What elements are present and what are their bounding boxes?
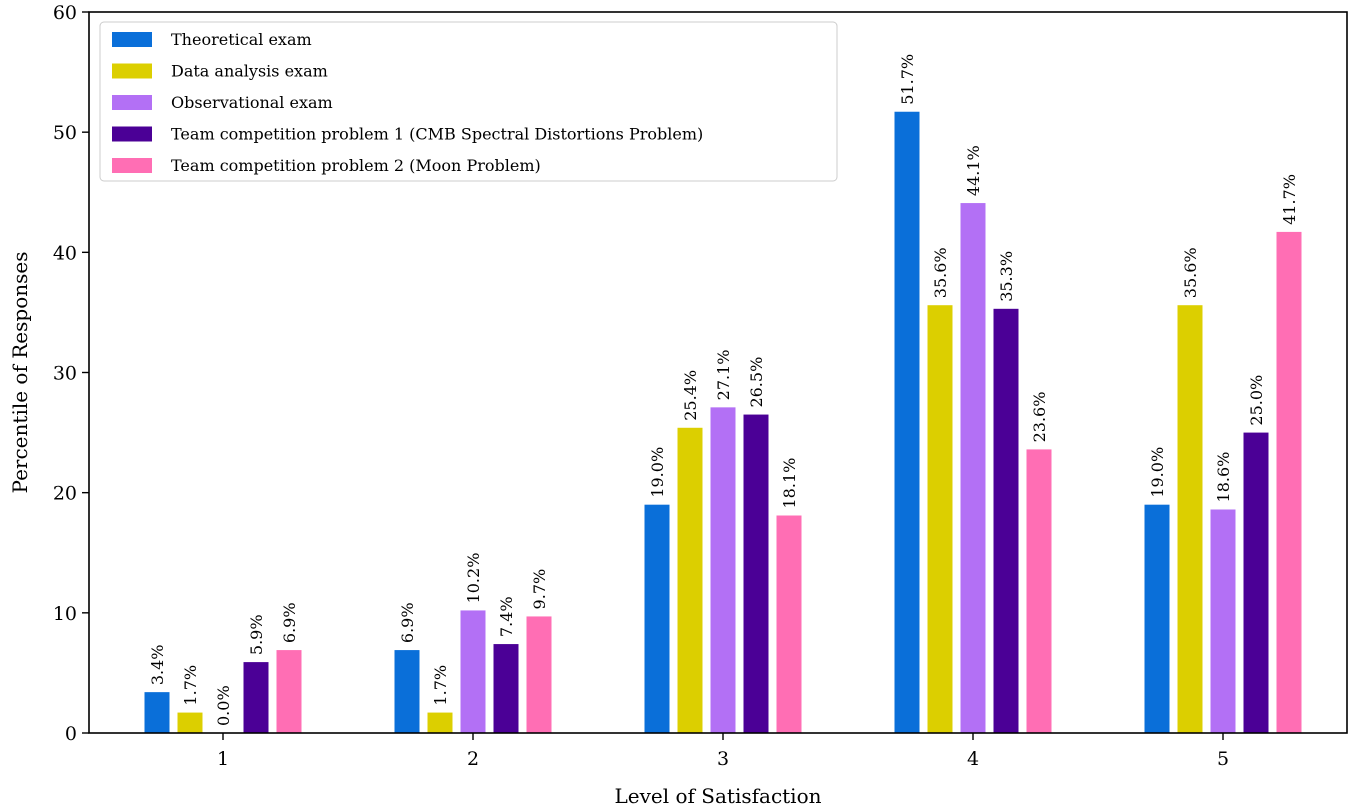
bar (710, 407, 736, 733)
bar (1243, 432, 1269, 733)
legend-label: Data analysis exam (171, 62, 328, 81)
bar-value-label: 35.6% (931, 247, 950, 298)
bar-value-label: 35.6% (1181, 247, 1200, 298)
bar-value-label: 18.6% (1214, 452, 1233, 503)
x-tick-label: 4 (967, 748, 979, 770)
bar-value-label: 44.1% (964, 145, 983, 196)
bar-value-label: 1.7% (181, 665, 200, 706)
bar (177, 712, 203, 733)
bar-value-label: 27.1% (714, 350, 733, 401)
bar (493, 644, 519, 733)
bar (427, 712, 453, 733)
bar-value-label: 3.4% (148, 644, 167, 685)
x-axis-label: Level of Satisfaction (614, 784, 821, 808)
y-tick-label: 30 (53, 363, 77, 385)
bar (644, 504, 670, 733)
bars-layer (144, 111, 1302, 733)
bar-value-label: 19.0% (648, 447, 667, 498)
bar (1026, 449, 1052, 733)
bar-value-label: 19.0% (1148, 447, 1167, 498)
bar (743, 414, 769, 733)
bar (526, 616, 552, 733)
bar (394, 650, 420, 733)
bar-value-label: 6.9% (280, 602, 299, 643)
bar-value-label: 51.7% (898, 54, 917, 105)
bar-value-label: 1.7% (431, 665, 450, 706)
bar (276, 650, 302, 733)
y-tick-label: 20 (53, 483, 77, 505)
legend-swatch (112, 126, 152, 142)
legend-label: Observational exam (171, 93, 333, 112)
bar (1276, 231, 1302, 733)
bar (960, 203, 986, 733)
legend-box (99, 21, 838, 182)
legend-label: Team competition problem 1 (CMB Spectral… (171, 125, 703, 144)
y-tick-label: 50 (53, 122, 77, 144)
bar (1210, 509, 1236, 733)
x-tick-label: 2 (467, 748, 479, 770)
legend-label: Team competition problem 2 (Moon Problem… (171, 156, 541, 175)
bar (243, 662, 269, 733)
bar-value-label: 0.0% (214, 685, 233, 726)
legend-swatch (112, 63, 152, 79)
legend-swatch (112, 95, 152, 110)
bar (1144, 504, 1170, 733)
bar-value-label: 5.9% (247, 614, 266, 655)
bar (144, 692, 170, 733)
legend: Theoretical exam Data analysis exam Observ… (99, 21, 838, 182)
x-tick-label: 5 (1217, 748, 1229, 770)
bar (1177, 305, 1203, 733)
legend-swatch (112, 32, 152, 47)
bar-value-label: 25.0% (1247, 375, 1266, 426)
legend-label: Theoretical exam (171, 30, 312, 49)
y-tick-label: 40 (53, 242, 77, 264)
bar (927, 305, 953, 733)
bar-value-label: 26.5% (747, 357, 766, 408)
x-axis: 1 2 3 4 5 (217, 733, 1229, 770)
x-tick-label: 1 (217, 748, 229, 770)
bar-value-label: 9.7% (530, 569, 549, 610)
bar-value-label: 41.7% (1280, 174, 1299, 225)
bar (677, 427, 703, 733)
y-tick-label: 10 (53, 603, 77, 625)
legend-swatch (112, 158, 152, 173)
y-axis-label: Percentile of Responses (8, 252, 32, 494)
bar (993, 308, 1019, 733)
y-axis: 0 10 20 30 40 50 60 (53, 2, 89, 745)
bar (894, 111, 920, 733)
bar-value-label: 18.1% (780, 458, 799, 509)
bar-value-label: 35.3% (997, 251, 1016, 302)
y-tick-label: 0 (65, 723, 77, 745)
bar (460, 610, 486, 733)
bar-value-label: 25.4% (681, 370, 700, 421)
bar (776, 515, 802, 733)
y-tick-label: 60 (53, 2, 77, 24)
x-tick-label: 3 (717, 748, 729, 770)
bar-labels-layer: 3.4% 6.9% 19.0% 51.7% 19.0% 1.7% 1.7% 25.4% 35.6… (148, 54, 1299, 726)
bar-value-label: 10.2% (464, 553, 483, 604)
bar-value-label: 6.9% (398, 602, 417, 643)
bar-value-label: 7.4% (497, 596, 516, 637)
bar-value-label: 23.6% (1030, 392, 1049, 443)
